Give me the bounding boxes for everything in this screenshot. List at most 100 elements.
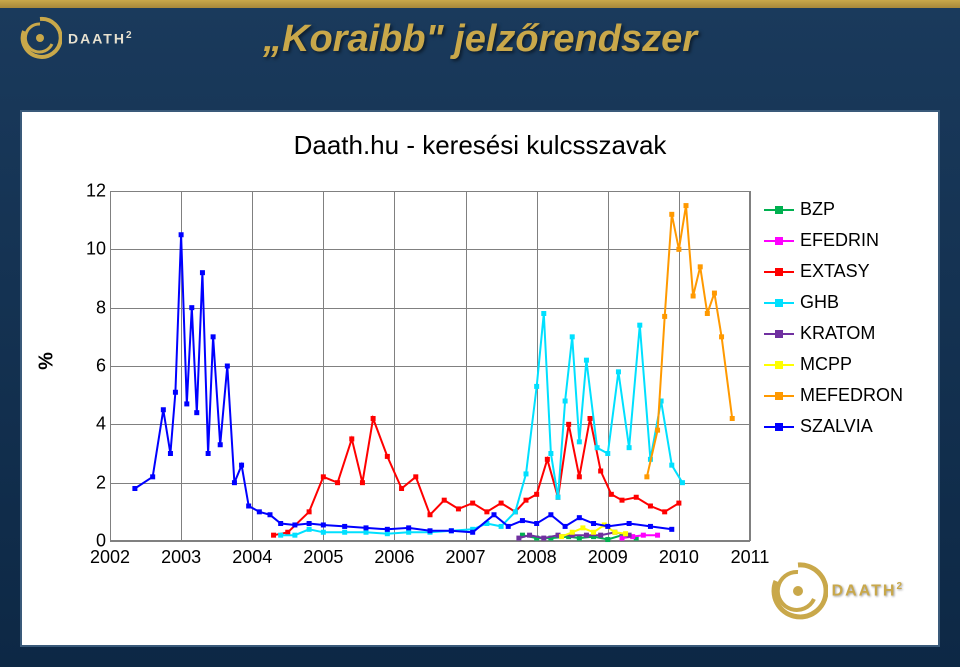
- xtick-label: 2007: [446, 547, 486, 568]
- series-marker: [676, 501, 681, 506]
- series-marker: [189, 305, 194, 310]
- series-marker: [406, 530, 411, 535]
- series-marker: [499, 501, 504, 506]
- series-marker: [676, 247, 681, 252]
- brand-text: DAATH2: [832, 581, 904, 600]
- legend-label: MEFEDRON: [800, 385, 903, 406]
- ytick-label: 10: [76, 239, 106, 260]
- legend-item-efedrin: EFEDRIN: [764, 230, 903, 251]
- series-marker: [513, 509, 518, 514]
- series-marker: [566, 422, 571, 427]
- series-marker: [691, 294, 696, 299]
- legend-marker: [764, 358, 794, 372]
- series-marker: [218, 442, 223, 447]
- series-marker: [705, 311, 710, 316]
- series-marker: [559, 534, 564, 539]
- legend-label: EXTASY: [800, 261, 870, 282]
- brand-logo-corner: DAATH2: [768, 561, 904, 621]
- series-marker: [662, 314, 667, 319]
- legend-item-extasy: EXTASY: [764, 261, 903, 282]
- legend-item-ghb: GHB: [764, 292, 903, 313]
- series-marker: [492, 512, 497, 517]
- series-marker: [541, 311, 546, 316]
- series-marker: [570, 334, 575, 339]
- slide-title: „Koraibb" jelzőrendszer: [263, 18, 697, 61]
- chart-title: Daath.hu - keresési kulcsszavak: [22, 112, 938, 171]
- series-marker: [499, 524, 504, 529]
- series-marker: [591, 530, 596, 535]
- xtick-label: 2008: [517, 547, 557, 568]
- series-marker: [623, 531, 628, 536]
- y-axis-label: %: [35, 352, 58, 370]
- xtick-label: 2002: [90, 547, 130, 568]
- series-marker: [605, 537, 610, 542]
- series-marker: [595, 445, 600, 450]
- series-marker: [470, 501, 475, 506]
- series-marker: [200, 270, 205, 275]
- series-marker: [442, 498, 447, 503]
- series-marker: [641, 533, 646, 538]
- series-marker: [428, 528, 433, 533]
- series-marker: [184, 401, 189, 406]
- series-layer: [110, 191, 750, 541]
- xtick-label: 2009: [588, 547, 628, 568]
- legend-label: KRATOM: [800, 323, 875, 344]
- ytick-label: 8: [76, 297, 106, 318]
- series-marker: [484, 509, 489, 514]
- series-marker: [349, 436, 354, 441]
- brand-name: DAATH: [68, 30, 126, 46]
- series-marker: [620, 498, 625, 503]
- series-marker: [271, 533, 276, 538]
- series-marker: [620, 536, 625, 541]
- series-marker: [399, 486, 404, 491]
- series-marker: [648, 504, 653, 509]
- series-marker: [563, 524, 568, 529]
- xtick-label: 2003: [161, 547, 201, 568]
- series-marker: [712, 291, 717, 296]
- xtick-label: 2005: [303, 547, 343, 568]
- series-marker: [150, 474, 155, 479]
- series-marker: [239, 463, 244, 468]
- series-marker: [307, 521, 312, 526]
- series-marker: [257, 509, 262, 514]
- series-marker: [385, 527, 390, 532]
- xtick-label: 2006: [374, 547, 414, 568]
- series-marker: [605, 524, 610, 529]
- legend-marker: [764, 389, 794, 403]
- xtick-label: 2010: [659, 547, 699, 568]
- series-marker: [556, 495, 561, 500]
- series-marker: [211, 334, 216, 339]
- legend-item-bzp: BZP: [764, 199, 903, 220]
- series-marker: [584, 533, 589, 538]
- legend-label: SZALVIA: [800, 416, 873, 437]
- legend-label: GHB: [800, 292, 839, 313]
- series-marker: [627, 521, 632, 526]
- series-marker: [516, 536, 521, 541]
- chart-panel: Daath.hu - keresési kulcsszavak % BZP EFE…: [20, 110, 940, 647]
- series-marker: [268, 512, 273, 517]
- series-marker: [524, 498, 529, 503]
- series-marker: [413, 474, 418, 479]
- legend-marker: [764, 203, 794, 217]
- legend-marker: [764, 327, 794, 341]
- series-marker: [570, 530, 575, 535]
- series-marker: [616, 369, 621, 374]
- legend-item-mcpp: MCPP: [764, 354, 903, 375]
- series-marker: [634, 495, 639, 500]
- series-marker: [548, 451, 553, 456]
- series-marker: [360, 480, 365, 485]
- series-marker: [637, 323, 642, 328]
- series-marker: [161, 407, 166, 412]
- series-marker: [534, 521, 539, 526]
- series-marker: [698, 264, 703, 269]
- legend-marker: [764, 296, 794, 310]
- series-marker: [278, 533, 283, 538]
- series-marker: [577, 515, 582, 520]
- series-marker: [524, 471, 529, 476]
- series-marker: [173, 390, 178, 395]
- series-marker: [385, 531, 390, 536]
- series-marker: [577, 536, 582, 541]
- swirl-icon: [18, 16, 62, 60]
- series-marker: [655, 533, 660, 538]
- series-marker: [364, 530, 369, 535]
